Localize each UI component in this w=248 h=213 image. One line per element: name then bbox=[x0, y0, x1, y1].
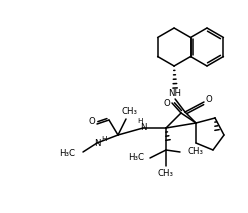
Text: O: O bbox=[89, 118, 95, 127]
Text: H: H bbox=[137, 118, 143, 124]
Text: CH₃: CH₃ bbox=[188, 147, 204, 157]
Text: N: N bbox=[94, 138, 100, 147]
Text: NH: NH bbox=[169, 89, 182, 98]
Text: H₃C: H₃C bbox=[128, 154, 144, 163]
Text: O: O bbox=[164, 98, 170, 108]
Text: CH₃: CH₃ bbox=[121, 108, 137, 117]
Text: H: H bbox=[101, 136, 107, 142]
Text: O: O bbox=[206, 95, 212, 105]
Text: CH₃: CH₃ bbox=[158, 170, 174, 178]
Text: H₃C: H₃C bbox=[59, 150, 75, 158]
Text: N: N bbox=[140, 122, 146, 131]
